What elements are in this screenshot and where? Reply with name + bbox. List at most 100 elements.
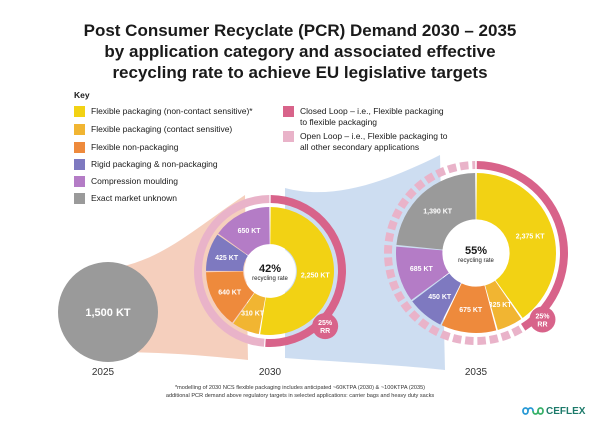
- open-loop-ring-segment: [511, 325, 523, 337]
- slice: [412, 273, 461, 325]
- open-loop-ring-segment: [413, 179, 426, 191]
- open-loop-ring-segment: [384, 257, 393, 267]
- open-loop-ring-segment: [384, 244, 393, 254]
- center-hole: [244, 245, 296, 297]
- key-item-unknown: Exact market unknown: [74, 193, 177, 204]
- open-loop-ring-segment: [384, 232, 395, 242]
- key-item-flexible-cs: Flexible packaging (contact sensitive): [74, 124, 232, 135]
- key-swatch: [283, 106, 294, 117]
- open-loop-ring-segment: [488, 334, 499, 344]
- donut-2030: 2,250 KT 310 KT 640 KT 425 KT 650 KT 42%recyc…: [194, 195, 347, 378]
- key-item-closed-loop: Closed Loop – i.e., Flexible packaging t…: [283, 106, 453, 128]
- key-title: Key: [74, 90, 90, 100]
- recycling-rate-label: recycling rate: [252, 276, 288, 282]
- rr-badge-value: 25%: [535, 313, 550, 320]
- open-loop-ring-segment: [428, 324, 440, 336]
- circle-2025: 1,500 KT 2025: [58, 262, 158, 378]
- open-loop-ring-segment: [500, 330, 512, 342]
- open-loop-ring-segment: [388, 280, 400, 292]
- open-loop-ring-segment: [397, 197, 410, 209]
- rr-badge-value: 25%: [318, 320, 333, 327]
- open-loop-ring-segment: [424, 172, 436, 184]
- infinity-icon: [522, 407, 544, 415]
- slice-label: 675 KT: [459, 307, 483, 314]
- key-item-open-loop: Open Loop – i.e., Flexible packaging to …: [283, 131, 453, 153]
- key-swatch: [283, 131, 294, 142]
- key-swatch: [74, 159, 85, 170]
- year-label-2030: 2030: [259, 367, 282, 378]
- key-label: Compression moulding: [91, 176, 178, 186]
- circle-2025-total: [58, 262, 158, 362]
- slice-label: 425 KT: [215, 255, 239, 262]
- slice-label: 1,390 KT: [423, 209, 453, 216]
- footnote-line-1: *modelling of 2030 NCS flexible packagin…: [174, 385, 426, 391]
- rr-badge-unit: RR: [320, 328, 330, 335]
- open-loop-ring-segment: [391, 208, 403, 220]
- slice-label: 685 KT: [410, 266, 434, 273]
- key-item-flexible-ncs: Flexible packaging (non-contact sensitiv…: [74, 106, 253, 117]
- key-swatch: [74, 106, 85, 117]
- year-label-2025: 2025: [92, 367, 115, 378]
- key-item-rigid: Rigid packaging & non-packaging: [74, 159, 218, 170]
- footnote: *modelling of 2030 NCS flexible packagin…: [0, 384, 600, 400]
- donut-2035: 2,375 KT 325 KT 675 KT 450 KT 685 KT 1,390 KT…: [384, 161, 568, 378]
- slice-label: 450 KT: [428, 294, 452, 301]
- slice: [206, 234, 248, 271]
- open-loop-ring-segment: [400, 301, 413, 313]
- open-loop-ring-segment: [387, 219, 398, 231]
- open-loop-ring-segment: [408, 310, 421, 322]
- rr-badge: [529, 306, 556, 333]
- slice: [396, 173, 476, 250]
- open-loop-ring-segment: [439, 330, 451, 341]
- logo-text: CEFLEX: [546, 405, 586, 417]
- open-loop-ring-segment: [452, 334, 462, 344]
- slice: [206, 271, 255, 323]
- rr-badge-unit: RR: [537, 321, 547, 328]
- page-title: Post Consumer Recyclate (PCR) Demand 203…: [0, 20, 600, 83]
- open-loop-ring-segment: [446, 163, 458, 174]
- open-loop-ring: [194, 195, 270, 347]
- key-label: Flexible packaging (contact sensitive): [91, 124, 233, 134]
- year-label-2035: 2035: [465, 367, 488, 378]
- slice: [260, 207, 334, 335]
- center-hole: [443, 220, 509, 286]
- key-label: Open Loop – i.e., Flexible packaging to …: [300, 131, 448, 152]
- recycling-rate-label: recycling rate: [458, 258, 494, 264]
- recycling-rate-value: 55%: [465, 245, 487, 257]
- slice: [476, 173, 556, 318]
- open-loop-ring-segment: [464, 336, 474, 345]
- key-swatch: [74, 193, 85, 204]
- open-loop-ring-segment: [472, 161, 476, 170]
- slice-label: 650 KT: [238, 228, 262, 235]
- open-loop-ring-segment: [459, 161, 469, 171]
- key-label: Flexible non-packaging: [91, 142, 179, 152]
- total-label-2025: 1,500 KT: [85, 307, 131, 319]
- slice-label: 2,250 KT: [301, 272, 331, 279]
- title-line-3: recycling rate to achieve EU legislative…: [112, 63, 488, 82]
- title-line-1: Post Consumer Recyclate (PCR) Demand 203…: [83, 21, 517, 40]
- slice: [485, 280, 522, 330]
- key-swatch: [74, 142, 85, 153]
- recycling-rate-value: 42%: [259, 263, 281, 275]
- title-line-2: by application category and associated e…: [104, 42, 496, 61]
- slice-label: 640 KT: [218, 289, 242, 296]
- slice-label: 325 KT: [489, 302, 513, 309]
- key-item-flexible-non-packaging: Flexible non-packaging: [74, 142, 178, 153]
- key-label: Closed Loop – i.e., Flexible packaging t…: [300, 106, 444, 127]
- closed-loop-ring: [476, 161, 568, 331]
- key-label: Rigid packaging & non-packaging: [91, 159, 218, 169]
- ceflex-logo: CEFLEX: [522, 405, 585, 417]
- open-loop-ring-segment: [405, 187, 417, 200]
- open-loop-ring-segment: [417, 318, 430, 330]
- key-label: Exact market unknown: [91, 193, 177, 203]
- slice: [233, 293, 266, 335]
- open-loop-ring-segment: [477, 336, 487, 345]
- key-item-compression: Compression moulding: [74, 176, 178, 187]
- rr-badge: [312, 313, 339, 340]
- slice: [395, 246, 449, 301]
- key-swatch: [74, 124, 85, 135]
- footnote-line-2: additional PCR demand above regulatory t…: [165, 393, 435, 399]
- slice-label: 2,375 KT: [516, 233, 546, 240]
- slice: [218, 207, 270, 256]
- open-loop-ring-segment: [435, 167, 447, 178]
